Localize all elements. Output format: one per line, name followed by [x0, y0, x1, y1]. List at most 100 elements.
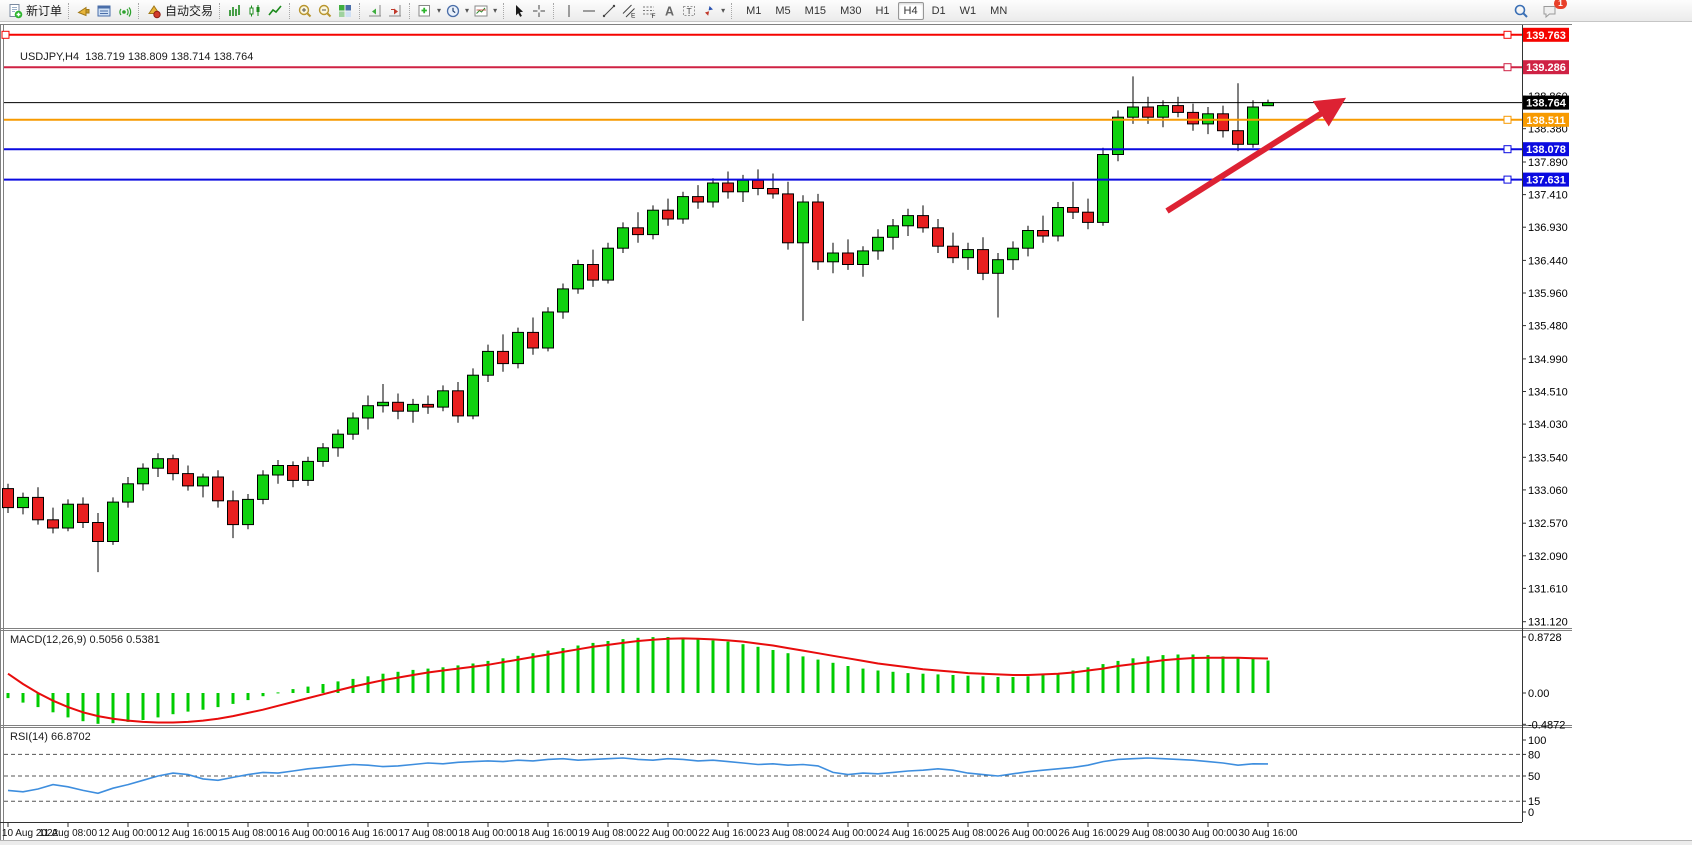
arrows-tool-button[interactable]: ▾	[699, 1, 727, 21]
chart-line-icon	[268, 4, 282, 15]
svg-text:16 Aug 16:00: 16 Aug 16:00	[339, 828, 398, 839]
price-lines: 139.763 139.286 138.764 138.511 138.078 137.6…	[1, 27, 1569, 187]
trendline-icon	[602, 4, 616, 17]
market-depth-button[interactable]	[94, 1, 114, 21]
autotrade-button[interactable]: 自动交易	[144, 1, 215, 21]
svg-text:133.060: 133.060	[1528, 485, 1568, 497]
tf-button-M1[interactable]: M1	[746, 4, 762, 17]
svg-text:18 Aug 00:00: 18 Aug 00:00	[459, 828, 518, 839]
svg-text:22 Aug 16:00: 22 Aug 16:00	[699, 828, 758, 839]
svg-text:23 Aug 08:00: 23 Aug 08:00	[759, 828, 818, 839]
tf-button-D1[interactable]: D1	[931, 4, 946, 17]
text-label-tool-button[interactable]: T	[679, 1, 699, 21]
zoom-in-button[interactable]	[295, 1, 315, 21]
svg-text:132.090: 132.090	[1528, 551, 1568, 563]
chart-candles-icon	[249, 4, 260, 16]
chat-icon	[1543, 6, 1556, 19]
dropdown-arrow-icon: ▾	[493, 6, 498, 15]
shift-chart-button[interactable]	[365, 1, 385, 21]
price-chart-canvas[interactable]: 138.860138.380137.890137.410136.930136.4…	[0, 23, 1572, 845]
svg-text:137.890: 137.890	[1528, 157, 1568, 169]
trend-arrow[interactable]	[1165, 97, 1347, 214]
line-handle[interactable]	[1503, 63, 1512, 72]
svg-text:A: A	[665, 4, 674, 18]
zoom-in-icon	[298, 4, 312, 17]
channel-tool-button[interactable]: E	[619, 1, 639, 21]
tile-windows-button[interactable]	[335, 1, 355, 21]
market-watch-button[interactable]	[74, 1, 94, 21]
tf-button-M5[interactable]: M5	[775, 4, 791, 17]
tf-button-H1[interactable]: H1	[875, 4, 890, 17]
search-button[interactable]	[1511, 1, 1531, 21]
periods-menu-button[interactable]: ▾	[443, 1, 471, 21]
periods-clock-icon	[446, 4, 460, 17]
line-handle[interactable]	[1503, 115, 1512, 124]
toolbar-buttons: 新订单 自动交易 ▾ ▾ ▾ E F A T ▾	[5, 1, 737, 21]
line-handle[interactable]	[1503, 175, 1512, 184]
add-indicator-icon	[418, 4, 431, 16]
svg-text:138.764: 138.764	[1526, 98, 1567, 110]
svg-text:F: F	[652, 13, 656, 19]
toolbar-right-group: 1	[1511, 0, 1567, 22]
fibonacci-tool-button[interactable]: F	[639, 1, 659, 21]
megaphone-icon	[77, 6, 90, 16]
toolbar-separator	[731, 2, 733, 19]
svg-text:137.410: 137.410	[1528, 190, 1568, 202]
signal-icon	[119, 6, 132, 17]
svg-text:26 Aug 16:00: 26 Aug 16:00	[1059, 828, 1118, 839]
tf-button-M30[interactable]: M30	[840, 4, 862, 17]
signals-button[interactable]	[114, 1, 134, 21]
tf-button-M15[interactable]: M15	[804, 4, 827, 17]
fibonacci-icon: F	[643, 6, 656, 19]
notifications-button[interactable]: 1	[1540, 0, 1567, 21]
autotrade-button-label: 自动交易	[165, 3, 214, 18]
toolbar-separator	[553, 2, 555, 19]
svg-text:138.078: 138.078	[1526, 144, 1566, 156]
svg-text:29 Aug 08:00: 29 Aug 08:00	[1119, 828, 1178, 839]
zoom-out-button[interactable]	[315, 1, 335, 21]
vertical-line-tool-button[interactable]	[559, 1, 579, 21]
line-chart-mode-button[interactable]	[265, 1, 285, 21]
auto-scroll-icon	[389, 4, 402, 16]
svg-text:18 Aug 16:00: 18 Aug 16:00	[519, 828, 578, 839]
new-order-button[interactable]: 新订单	[5, 1, 64, 21]
indicators-menu-button[interactable]: ▾	[415, 1, 443, 21]
svg-text:138.511: 138.511	[1526, 115, 1565, 127]
toolbar-separator	[219, 2, 221, 19]
notification-badge: 1	[1554, 0, 1567, 9]
crosshair-tool-button[interactable]	[529, 1, 549, 21]
svg-text:T: T	[687, 5, 692, 15]
crosshair-icon	[533, 4, 546, 17]
bar-chart-mode-button[interactable]	[225, 1, 245, 21]
svg-text:136.930: 136.930	[1528, 222, 1568, 234]
tf-button-H4[interactable]: H4	[897, 1, 924, 20]
tf-button-W1[interactable]: W1	[959, 4, 977, 17]
svg-text:30 Aug 00:00: 30 Aug 00:00	[1179, 828, 1238, 839]
macd-signal-line	[7, 637, 1269, 724]
svg-text:131.120: 131.120	[1528, 617, 1568, 629]
line-handle[interactable]	[1503, 30, 1512, 39]
cursor-tool-button[interactable]	[509, 1, 529, 21]
templates-menu-button[interactable]: ▾	[471, 1, 499, 21]
trendline-tool-button[interactable]	[599, 1, 619, 21]
text-label-icon: T	[683, 5, 696, 16]
text-tool-button[interactable]: A	[659, 1, 679, 21]
toolbar-separator	[138, 2, 140, 19]
line-handle-left[interactable]	[1, 30, 10, 39]
price-line-label: 137.631	[1523, 172, 1569, 187]
dropdown-arrow-icon: ▾	[437, 6, 442, 15]
symbol-period-label: USDJPY,H4	[20, 51, 80, 63]
candlestick-mode-button[interactable]	[245, 1, 265, 21]
shift-chart-icon	[369, 4, 382, 16]
tile-windows-icon	[339, 4, 352, 17]
horizontal-line-tool-button[interactable]	[579, 1, 599, 21]
line-handle[interactable]	[1503, 145, 1512, 154]
chart-background	[0, 23, 1572, 845]
status-bar	[0, 840, 1692, 845]
tf-button-MN[interactable]: MN	[990, 4, 1008, 17]
channel-icon: E	[622, 4, 636, 19]
chart-window[interactable]: 138.860138.380137.890137.410136.930136.4…	[0, 23, 1572, 845]
svg-text:134.030: 134.030	[1528, 419, 1568, 431]
svg-text:19 Aug 08:00: 19 Aug 08:00	[579, 828, 638, 839]
auto-scroll-button[interactable]	[385, 1, 405, 21]
